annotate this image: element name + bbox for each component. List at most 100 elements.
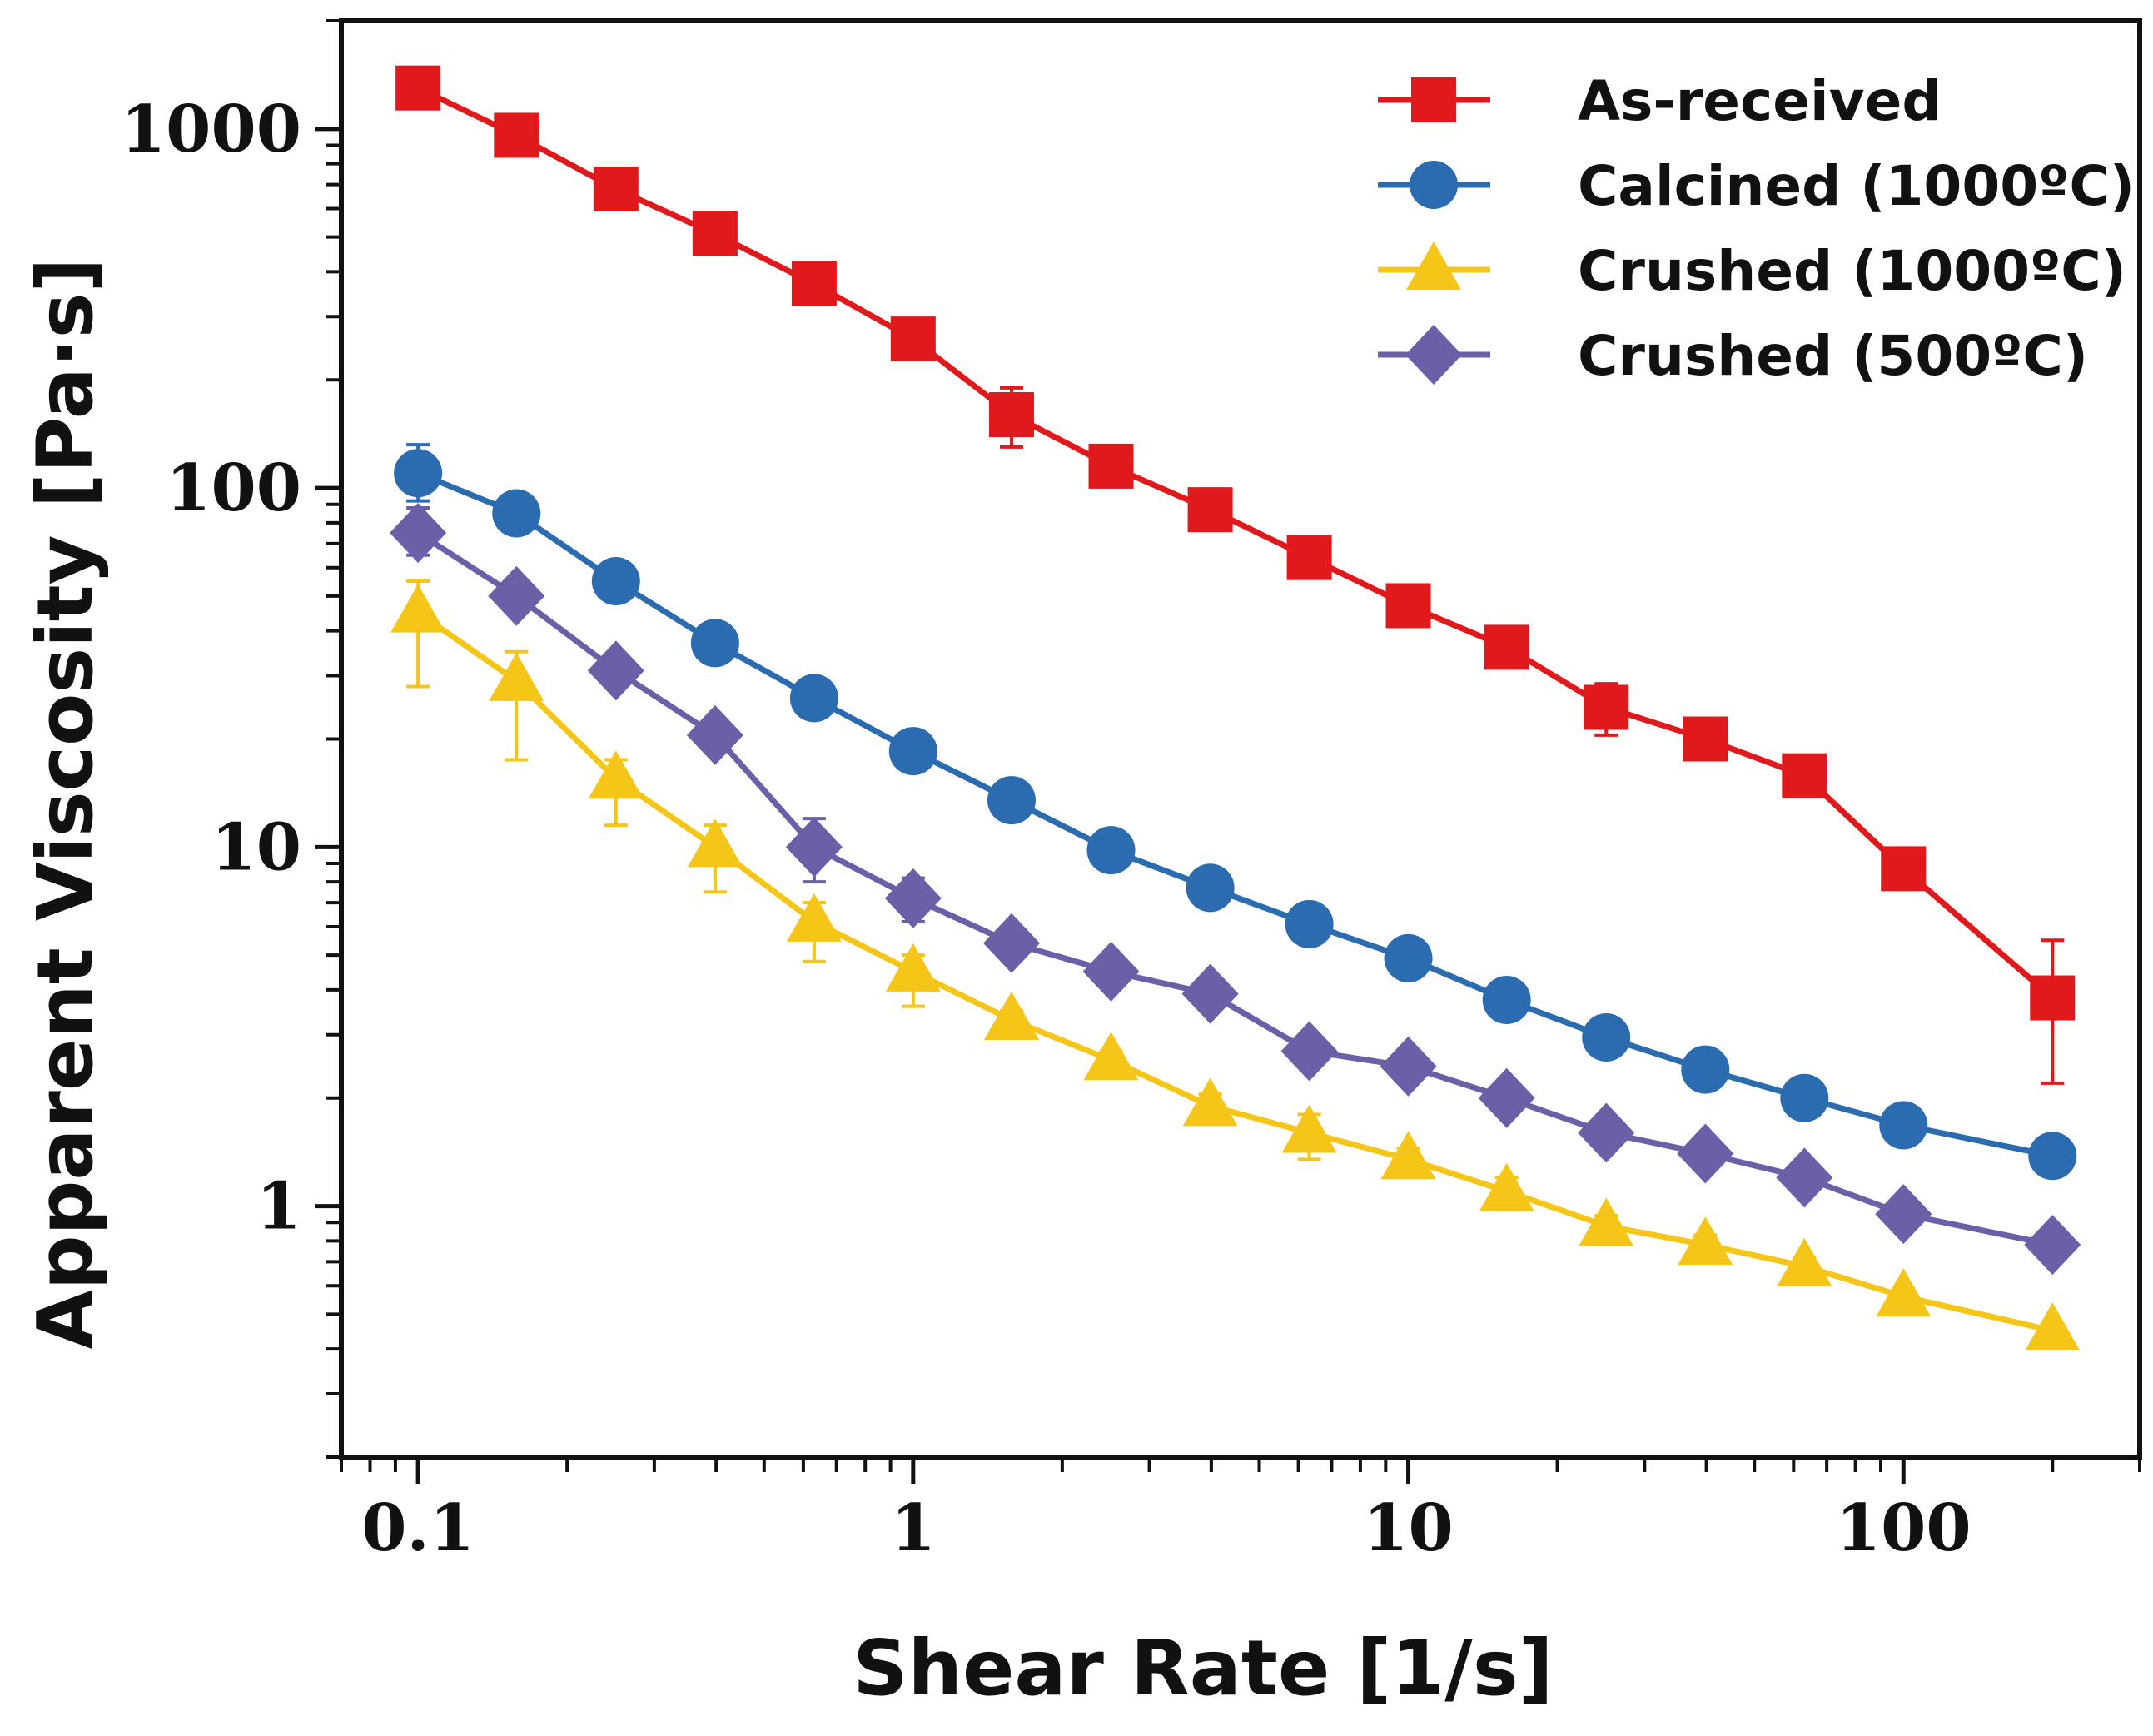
data-point bbox=[1681, 1045, 1730, 1094]
data-point bbox=[1578, 1102, 1635, 1163]
data-point bbox=[1482, 976, 1531, 1025]
data-point bbox=[1281, 1104, 1337, 1153]
data-point bbox=[587, 640, 644, 701]
data-point bbox=[1286, 535, 1332, 580]
legend-label: Crushed (500ºC) bbox=[1578, 324, 2088, 388]
data-point bbox=[885, 943, 941, 992]
data-point bbox=[1484, 624, 1529, 670]
data-point bbox=[1879, 1101, 1928, 1150]
data-point bbox=[1582, 1012, 1631, 1062]
data-point bbox=[987, 776, 1036, 825]
data-point bbox=[395, 65, 441, 111]
data-point bbox=[890, 316, 936, 362]
legend-item: Crushed (500ºC) bbox=[1378, 324, 2088, 388]
data-point bbox=[1082, 941, 1140, 1002]
data-point bbox=[394, 449, 443, 498]
x-tick-label: 100 bbox=[1836, 1490, 1972, 1566]
data-point bbox=[1776, 1147, 1833, 1208]
x-tick-label: 10 bbox=[1363, 1490, 1454, 1566]
data-point bbox=[791, 261, 837, 307]
legend-label: Calcined (1000ºC) bbox=[1578, 154, 2135, 218]
x-axis-label: Shear Rate [1/s] bbox=[853, 1624, 1553, 1713]
data-point bbox=[1777, 1237, 1832, 1286]
legend-label: As-received bbox=[1578, 69, 1942, 133]
y-tick-label: 100 bbox=[166, 450, 301, 526]
data-point bbox=[591, 557, 640, 606]
legend-item: As-received bbox=[1378, 69, 1942, 133]
y-tick-label: 1 bbox=[256, 1169, 301, 1245]
data-point bbox=[488, 565, 545, 626]
data-point bbox=[1478, 1067, 1535, 1128]
data-point bbox=[2030, 975, 2076, 1021]
legend-marker bbox=[1410, 161, 1458, 209]
data-point bbox=[786, 893, 842, 942]
y-tick-label: 1000 bbox=[121, 92, 301, 167]
data-point bbox=[390, 584, 446, 633]
data-point bbox=[789, 674, 838, 723]
legend-marker bbox=[1406, 241, 1461, 290]
series-crushed-500-c bbox=[390, 502, 2081, 1276]
data-point bbox=[1187, 487, 1233, 533]
data-point bbox=[692, 211, 738, 256]
series-line bbox=[416, 530, 2054, 1248]
data-point bbox=[686, 704, 743, 765]
data-point bbox=[2028, 1132, 2077, 1181]
data-point bbox=[1875, 1184, 1932, 1245]
series-layer bbox=[390, 65, 2081, 1351]
y-axis: 1 10 100 1000 bbox=[121, 19, 341, 1459]
data-point bbox=[1385, 583, 1431, 629]
data-point bbox=[983, 991, 1039, 1040]
data-point bbox=[1876, 1268, 1932, 1317]
data-point bbox=[1677, 1123, 1734, 1184]
series-line bbox=[416, 85, 2055, 1001]
data-point bbox=[884, 868, 942, 928]
data-point bbox=[588, 750, 644, 799]
data-point bbox=[2024, 1215, 2081, 1276]
legend-marker bbox=[1405, 325, 1462, 385]
data-point bbox=[1280, 1021, 1338, 1082]
data-point bbox=[1380, 1131, 1436, 1180]
data-point bbox=[1678, 1216, 1733, 1266]
data-point bbox=[982, 913, 1040, 973]
data-point bbox=[1088, 443, 1134, 489]
data-point bbox=[785, 817, 843, 878]
series-calcined-1000-c bbox=[394, 443, 2077, 1181]
data-point bbox=[494, 112, 539, 158]
data-point bbox=[687, 818, 743, 868]
data-point bbox=[492, 489, 541, 538]
data-point bbox=[1186, 863, 1235, 913]
data-point bbox=[1384, 933, 1433, 982]
x-tick-label: 1 bbox=[891, 1490, 936, 1566]
plot-frame bbox=[339, 18, 2142, 1460]
legend-marker bbox=[1411, 77, 1456, 122]
series-as-received bbox=[395, 65, 2076, 1085]
data-point bbox=[1782, 753, 1827, 798]
y-tick-label: 10 bbox=[211, 809, 301, 885]
x-axis: 0.1 1 10 100 bbox=[340, 1457, 2141, 1566]
data-point bbox=[1181, 963, 1239, 1024]
legend-item: Crushed (1000ºC) bbox=[1378, 239, 2126, 303]
data-point bbox=[2025, 1302, 2081, 1351]
series-crushed-1000-c bbox=[390, 579, 2081, 1351]
x-tick-label: 0.1 bbox=[361, 1490, 475, 1566]
data-point bbox=[593, 167, 639, 212]
data-point bbox=[1683, 716, 1728, 762]
data-point bbox=[1083, 1032, 1139, 1081]
data-point bbox=[1380, 1036, 1437, 1097]
data-point bbox=[690, 619, 739, 668]
data-point bbox=[1479, 1162, 1534, 1211]
legend-label: Crushed (1000ºC) bbox=[1578, 239, 2126, 303]
data-point bbox=[390, 502, 447, 563]
data-point bbox=[1579, 1197, 1634, 1246]
series-line bbox=[416, 609, 2054, 1334]
data-point bbox=[1285, 899, 1334, 948]
data-point bbox=[888, 727, 937, 776]
data-point bbox=[1182, 1077, 1238, 1127]
data-point bbox=[1881, 846, 1927, 892]
data-point bbox=[489, 652, 544, 701]
y-axis-label: Apparent Viscosity [Pa·s] bbox=[21, 258, 110, 1350]
legend-item: Calcined (1000ºC) bbox=[1378, 154, 2135, 218]
data-point bbox=[988, 392, 1034, 438]
data-point bbox=[1086, 826, 1136, 875]
